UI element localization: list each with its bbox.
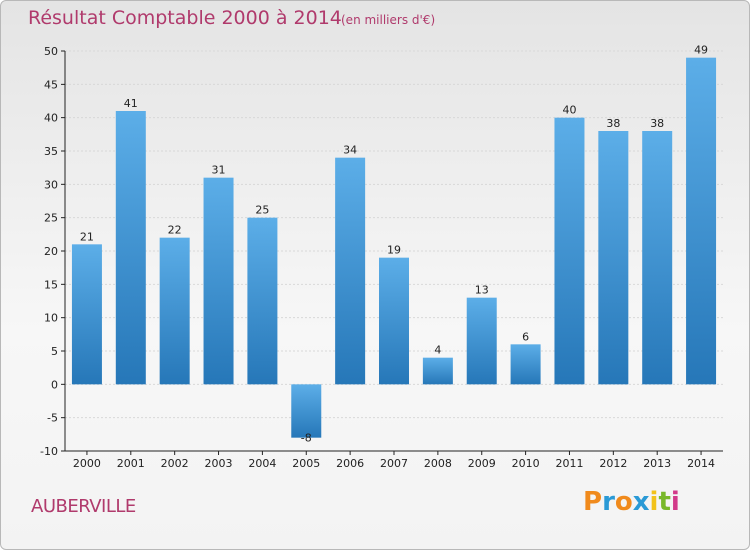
value-label: 40 — [562, 104, 576, 117]
bar-2007 — [379, 257, 409, 385]
value-label: 34 — [343, 144, 357, 157]
x-tick-label: 2005 — [292, 457, 320, 470]
x-tick-label: 2003 — [205, 457, 233, 470]
x-tick-label: 2010 — [512, 457, 540, 470]
x-tick-label: 2006 — [336, 457, 364, 470]
bar-2005 — [291, 384, 322, 438]
logo-letter: t — [658, 487, 671, 517]
y-tick-label: 30 — [44, 178, 58, 191]
chart-title: Résultat Comptable 2000 à 2014 — [28, 7, 342, 29]
bar-2008 — [422, 357, 453, 385]
y-tick-label: -10 — [40, 445, 58, 458]
bar-2012 — [598, 131, 629, 385]
bar-2000 — [71, 244, 102, 385]
x-tick-label: 2011 — [555, 457, 583, 470]
value-label: 49 — [694, 44, 708, 57]
y-tick-label: -5 — [47, 412, 58, 425]
x-tick-label: 2000 — [73, 457, 101, 470]
bar-2011 — [554, 117, 585, 385]
bar-2002 — [159, 237, 190, 385]
value-label: 38 — [650, 117, 664, 130]
x-tick-label: 2014 — [687, 457, 715, 470]
x-tick-label: 2013 — [643, 457, 671, 470]
logo-letter: P — [583, 487, 603, 517]
value-label: 25 — [255, 204, 269, 217]
y-tick-label: 35 — [44, 145, 58, 158]
y-tick-label: 45 — [44, 78, 58, 91]
y-tick-label: 10 — [44, 312, 58, 325]
y-tick-label: 20 — [44, 245, 58, 258]
x-tick-label: 2008 — [424, 457, 452, 470]
y-tick-label: 0 — [51, 378, 58, 391]
proxiti-logo: Proxiti — [583, 487, 680, 517]
x-tick-label: 2004 — [248, 457, 276, 470]
logo-letter: i — [670, 487, 680, 517]
y-tick-label: 40 — [44, 112, 58, 125]
value-label: 6 — [522, 330, 529, 343]
x-tick-label: 2001 — [117, 457, 145, 470]
x-tick-label: 2012 — [599, 457, 627, 470]
bar-2009 — [466, 297, 497, 385]
y-tick-label: 5 — [51, 345, 58, 358]
value-label: 38 — [606, 117, 620, 130]
bar-2001 — [115, 111, 146, 385]
chart-subtitle: (en milliers d'€) — [341, 13, 436, 27]
value-label: 19 — [387, 244, 401, 257]
bar-2014 — [686, 57, 717, 385]
bar-2013 — [642, 131, 673, 385]
commune-name: AUBERVILLE — [31, 496, 136, 517]
bar-2003 — [203, 177, 234, 385]
bar-2004 — [247, 217, 278, 385]
bar-2006 — [335, 157, 366, 385]
value-label: 22 — [168, 224, 182, 237]
y-tick-label: 50 — [44, 45, 58, 58]
y-tick-label: 25 — [44, 212, 58, 225]
logo-letter: i — [649, 487, 659, 517]
logo-letter: x — [632, 487, 650, 517]
x-tick-label: 2009 — [468, 457, 496, 470]
value-label: 13 — [475, 284, 489, 297]
y-tick-label: 15 — [44, 278, 58, 291]
value-label: -8 — [301, 432, 312, 445]
value-label: 31 — [212, 164, 226, 177]
value-label: 41 — [124, 97, 138, 110]
logo-letter: o — [614, 487, 633, 517]
logo-letter: r — [602, 487, 615, 517]
x-tick-label: 2007 — [380, 457, 408, 470]
x-tick-label: 2002 — [161, 457, 189, 470]
value-label: 21 — [80, 230, 94, 243]
bar-2010 — [510, 344, 541, 385]
value-label: 4 — [434, 344, 441, 357]
